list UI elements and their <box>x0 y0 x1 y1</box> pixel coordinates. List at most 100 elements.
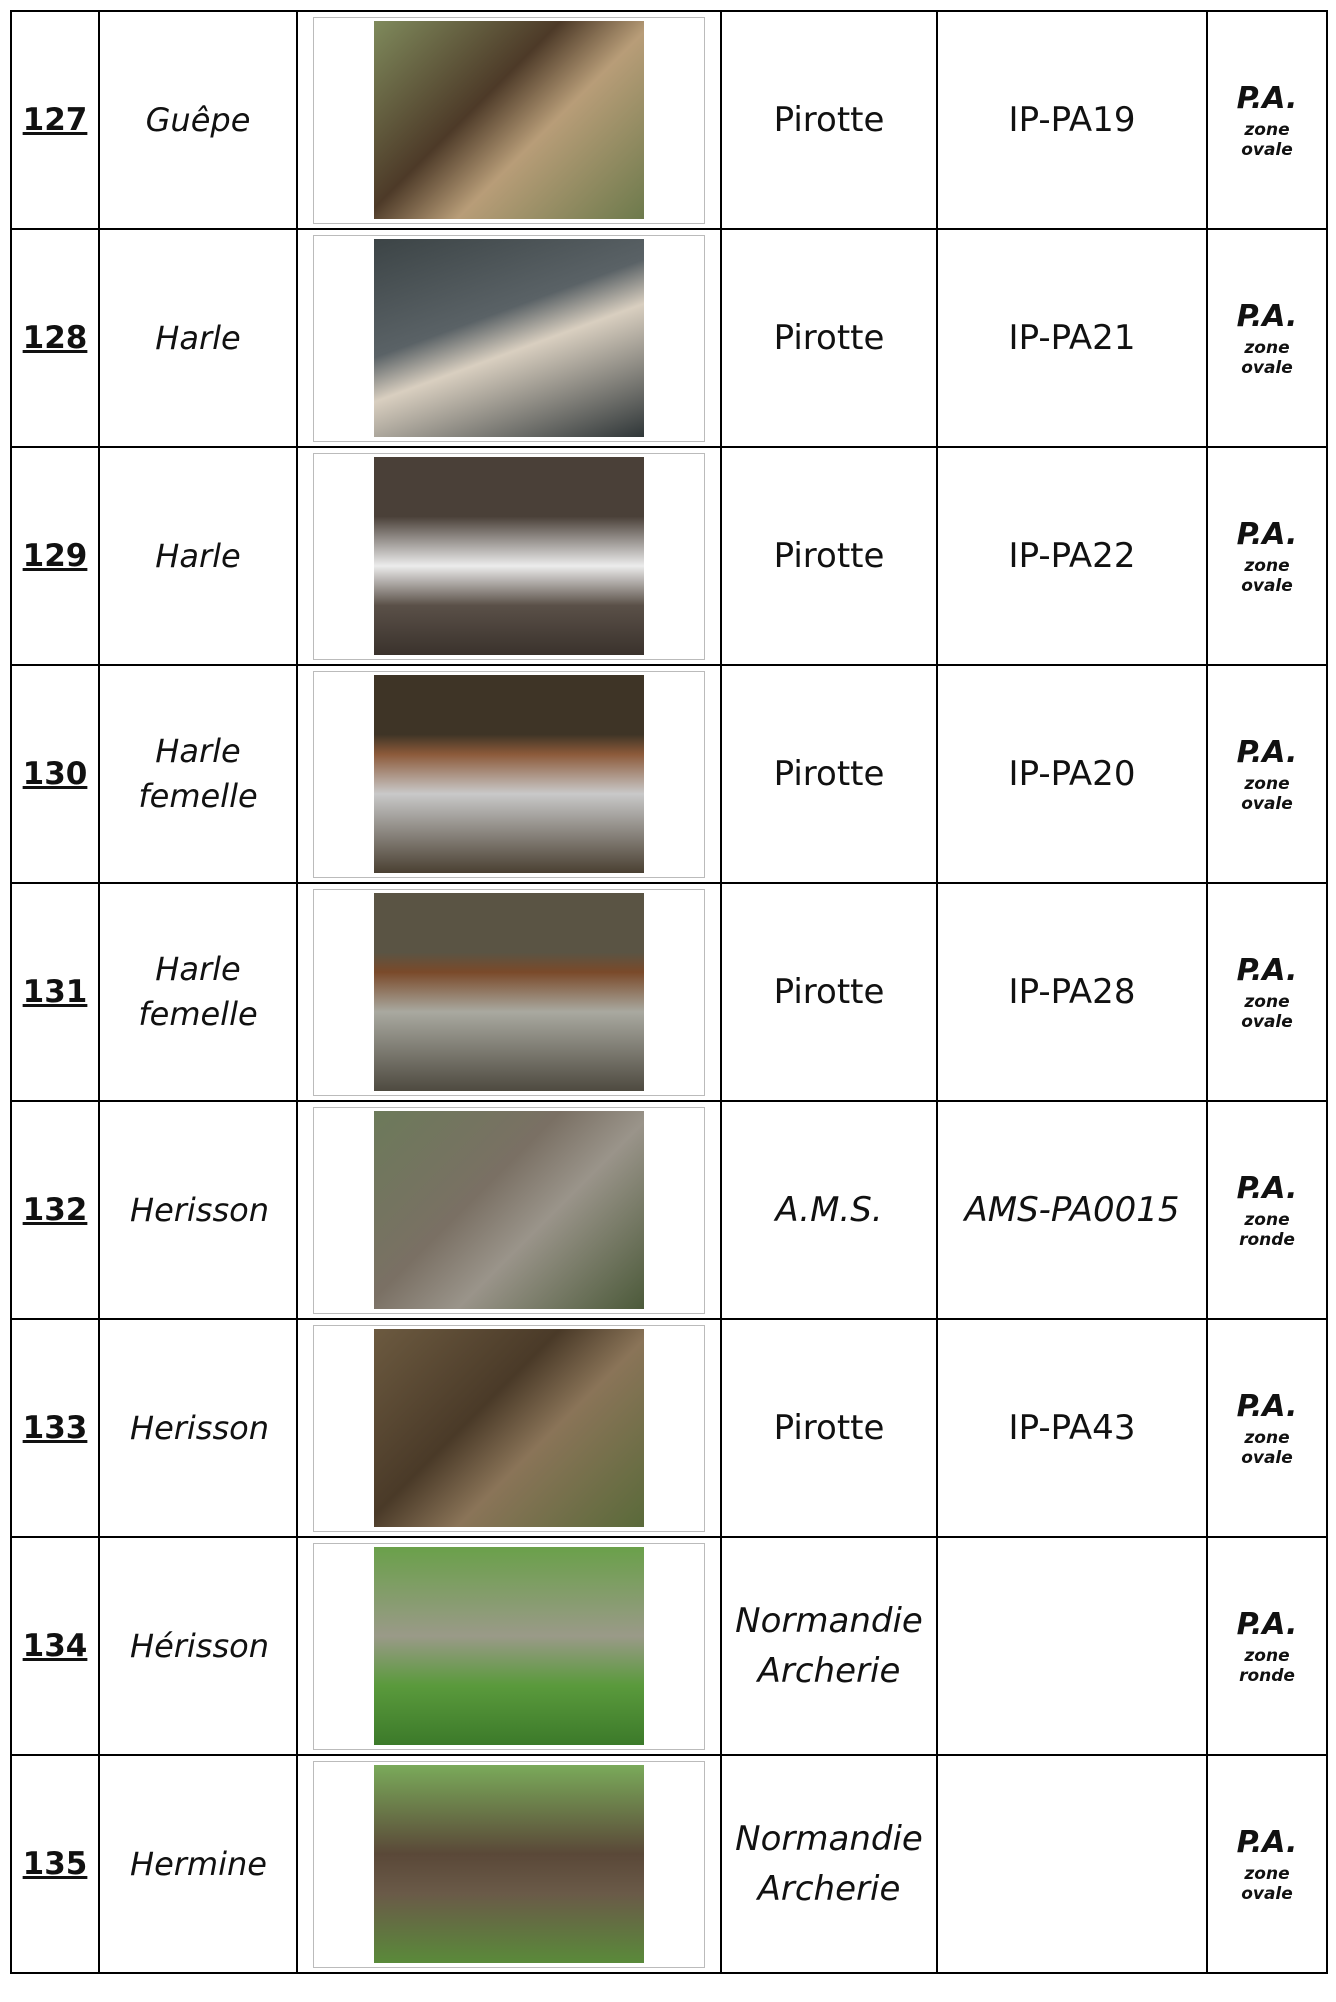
brand: Pirotte <box>720 228 938 448</box>
zone-shape: zone ronde <box>1239 1645 1295 1686</box>
target-number: 132 <box>10 1100 100 1320</box>
animal-name: Guêpe <box>98 10 298 230</box>
animal-name: Herisson <box>98 1318 298 1538</box>
image-cell <box>296 228 722 448</box>
animal-name: Harle <box>98 228 298 448</box>
target-type-cell: P.A. zone ovale <box>1206 10 1328 230</box>
target-number: 135 <box>10 1754 100 1974</box>
table-row: 127 Guêpe Pirotte IP-PA19 P.A. zone ovale <box>10 10 1328 230</box>
target-number: 129 <box>10 446 100 666</box>
target-image <box>374 239 644 437</box>
target-table: 127 Guêpe Pirotte IP-PA19 P.A. zone ovale 128 H… <box>10 10 1328 1974</box>
table-row: 135 Hermine Normandie Archerie P.A. zone ova… <box>10 1754 1328 1974</box>
animal-name: Hérisson <box>98 1536 298 1756</box>
brand: A.M.S. <box>720 1100 938 1320</box>
target-number: 134 <box>10 1536 100 1756</box>
target-type: P.A. <box>1236 1606 1298 1642</box>
target-type: P.A. <box>1236 952 1298 988</box>
table-row: 128 Harle Pirotte IP-PA21 P.A. zone ovale <box>10 228 1328 448</box>
target-image-frame <box>313 1760 705 1968</box>
zone-shape: zone ronde <box>1239 1209 1295 1250</box>
reference: AMS-PA0015 <box>936 1100 1208 1320</box>
reference <box>936 1754 1208 1974</box>
reference: IP-PA28 <box>936 882 1208 1102</box>
target-type-cell: P.A. zone ovale <box>1206 1318 1328 1538</box>
target-image-frame <box>313 888 705 1096</box>
target-type: P.A. <box>1236 298 1298 334</box>
target-type: P.A. <box>1236 734 1298 770</box>
animal-name: Herisson <box>98 1100 298 1320</box>
brand: Pirotte <box>720 10 938 230</box>
image-cell <box>296 1318 722 1538</box>
animal-name: Harle femelle <box>98 882 298 1102</box>
brand: Pirotte <box>720 1318 938 1538</box>
target-image-frame <box>313 234 705 442</box>
animal-name: Harle <box>98 446 298 666</box>
table-row: 133 Herisson Pirotte IP-PA43 P.A. zone ovale <box>10 1318 1328 1538</box>
target-type: P.A. <box>1236 1824 1298 1860</box>
target-type: P.A. <box>1236 1388 1298 1424</box>
target-number: 131 <box>10 882 100 1102</box>
target-number: 128 <box>10 228 100 448</box>
brand: Pirotte <box>720 882 938 1102</box>
target-image-frame <box>313 1106 705 1314</box>
image-cell <box>296 882 722 1102</box>
zone-shape: zone ovale <box>1241 337 1293 378</box>
target-image <box>374 21 644 219</box>
brand: Pirotte <box>720 446 938 666</box>
brand: Pirotte <box>720 664 938 884</box>
animal-name: Harle femelle <box>98 664 298 884</box>
target-type-cell: P.A. zone ronde <box>1206 1536 1328 1756</box>
target-type-cell: P.A. zone ovale <box>1206 446 1328 666</box>
target-image-frame <box>313 1324 705 1532</box>
target-type-cell: P.A. zone ovale <box>1206 228 1328 448</box>
reference: IP-PA43 <box>936 1318 1208 1538</box>
target-type-cell: P.A. zone ovale <box>1206 664 1328 884</box>
target-image <box>374 893 644 1091</box>
target-image-frame <box>313 1542 705 1750</box>
reference: IP-PA19 <box>936 10 1208 230</box>
table-row: 129 Harle Pirotte IP-PA22 P.A. zone ovale <box>10 446 1328 666</box>
zone-shape: zone ovale <box>1241 1427 1293 1468</box>
target-image <box>374 1765 644 1963</box>
target-type-cell: P.A. zone ronde <box>1206 1100 1328 1320</box>
image-cell <box>296 1754 722 1974</box>
reference <box>936 1536 1208 1756</box>
table-row: 131 Harle femelle Pirotte IP-PA28 P.A. zone o… <box>10 882 1328 1102</box>
target-image <box>374 1329 644 1527</box>
target-image <box>374 675 644 873</box>
target-type-cell: P.A. zone ovale <box>1206 882 1328 1102</box>
animal-name: Hermine <box>98 1754 298 1974</box>
target-image-frame <box>313 452 705 660</box>
zone-shape: zone ovale <box>1241 1863 1293 1904</box>
zone-shape: zone ovale <box>1241 119 1293 160</box>
target-type-cell: P.A. zone ovale <box>1206 1754 1328 1974</box>
target-type: P.A. <box>1236 1170 1298 1206</box>
target-number: 133 <box>10 1318 100 1538</box>
image-cell <box>296 10 722 230</box>
target-image <box>374 1111 644 1309</box>
zone-shape: zone ovale <box>1241 773 1293 814</box>
table-row: 130 Harle femelle Pirotte IP-PA20 P.A. zone o… <box>10 664 1328 884</box>
reference: IP-PA20 <box>936 664 1208 884</box>
target-type: P.A. <box>1236 516 1298 552</box>
zone-shape: zone ovale <box>1241 991 1293 1032</box>
zone-shape: zone ovale <box>1241 555 1293 596</box>
image-cell <box>296 664 722 884</box>
image-cell <box>296 1100 722 1320</box>
image-cell <box>296 1536 722 1756</box>
reference: IP-PA22 <box>936 446 1208 666</box>
target-number: 130 <box>10 664 100 884</box>
target-image-frame <box>313 670 705 878</box>
table-row: 132 Herisson A.M.S. AMS-PA0015 P.A. zone rond… <box>10 1100 1328 1320</box>
target-image-frame <box>313 16 705 224</box>
image-cell <box>296 446 722 666</box>
target-image <box>374 1547 644 1745</box>
table-row: 134 Hérisson Normandie Archerie P.A. zone ro… <box>10 1536 1328 1756</box>
brand: Normandie Archerie <box>720 1754 938 1974</box>
target-image <box>374 457 644 655</box>
reference: IP-PA21 <box>936 228 1208 448</box>
table-body: 127 Guêpe Pirotte IP-PA19 P.A. zone ovale 128 H… <box>10 10 1328 1974</box>
brand: Normandie Archerie <box>720 1536 938 1756</box>
